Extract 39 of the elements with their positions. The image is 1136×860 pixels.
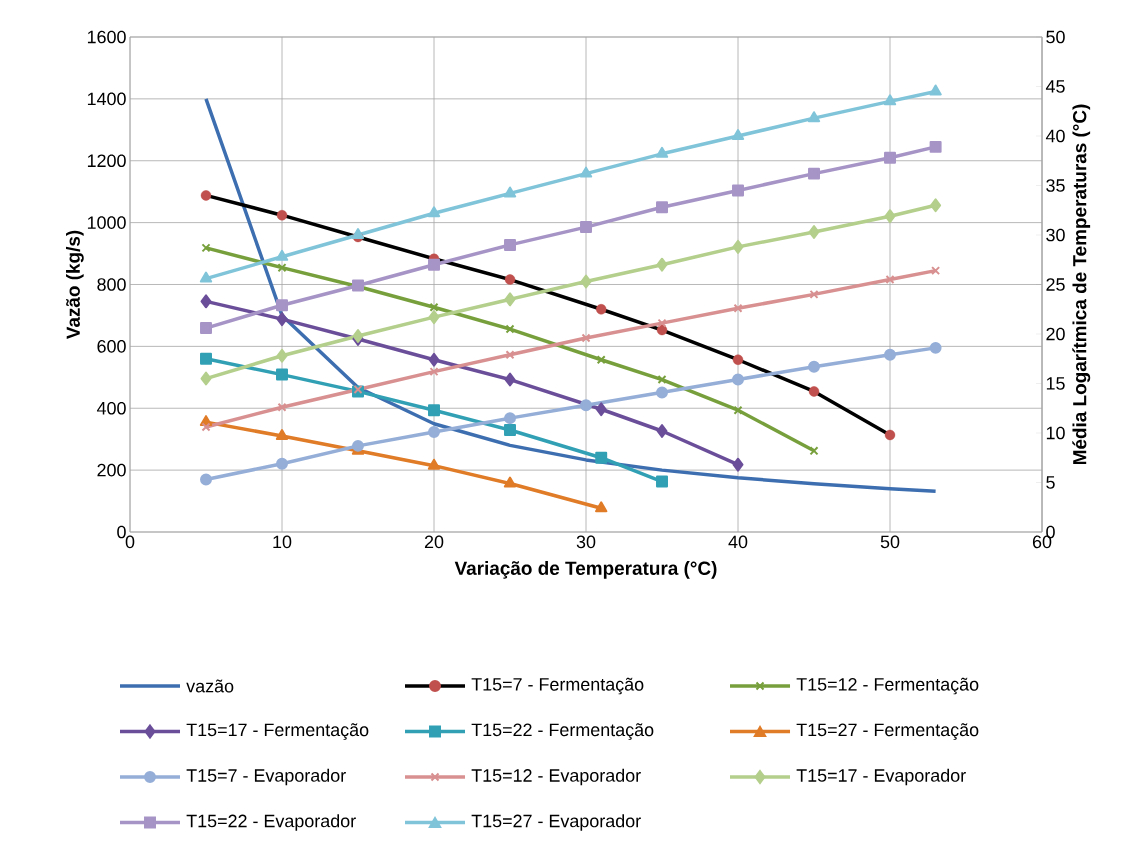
y2-tick-label: 35 — [1046, 179, 1065, 192]
x-tick-label: 50 — [880, 535, 900, 549]
legend-label: T15=7 - Fermentação — [471, 677, 644, 695]
y2-tick-label: 20 — [1046, 327, 1065, 341]
legend-label: T15=17 - Evaporador — [796, 768, 966, 786]
legend-label: T15=12 - Evaporador — [471, 768, 641, 786]
x-tick-label: 0 — [125, 535, 135, 549]
y2-tick-label: 10 — [1046, 426, 1065, 440]
y-tick-label: 600 — [97, 340, 126, 353]
y-tick-label: 400 — [96, 401, 126, 415]
y-tick-label: 1400 — [87, 92, 126, 106]
y2-tick-label: 30 — [1046, 228, 1065, 242]
x-tick-label: 20 — [424, 535, 444, 549]
y-tick-label: 800 — [97, 278, 126, 291]
y2-tick-label: 5 — [1046, 476, 1055, 489]
x-axis-title: Variação de Temperatura (°C) — [454, 561, 717, 579]
x-tick-label: 10 — [273, 535, 292, 549]
legend-label: vazão — [186, 679, 234, 693]
x-tick-label: 30 — [576, 535, 596, 549]
y2-tick-label: 45 — [1045, 80, 1065, 93]
legend-label: T15=27 - Fermentação — [796, 723, 979, 740]
y2-tick-label: 25 — [1046, 278, 1065, 291]
y-tick-label: 1600 — [87, 30, 126, 44]
y-tick-label: 1000 — [87, 216, 126, 229]
legend-label: T15=22 - Fermentação — [471, 723, 654, 740]
legend-label: T15=17 - Fermentação — [186, 723, 369, 740]
x-tick-label: 40 — [728, 535, 748, 549]
y-tick-label: 1200 — [87, 154, 126, 168]
y2-tick-label: 50 — [1046, 30, 1065, 44]
legend-label: T15=12 - Fermentação — [796, 677, 979, 695]
legend-label: T15=27 - Evaporador — [471, 814, 641, 831]
legend-label: T15=7 - Evaporador — [186, 768, 346, 786]
y2-tick-label: 15 — [1046, 377, 1065, 390]
y-tick-label: 200 — [97, 463, 126, 477]
y-axis-title: Vazão (kg/s) — [66, 230, 84, 340]
legend-label: T15=22 - Evaporador — [186, 814, 356, 831]
y2-tick-label: 40 — [1045, 129, 1065, 143]
y2-axis-title: Média Logarítmica de Temperaturas (°C) — [1072, 104, 1091, 465]
y-tick-label: 0 — [117, 525, 126, 539]
